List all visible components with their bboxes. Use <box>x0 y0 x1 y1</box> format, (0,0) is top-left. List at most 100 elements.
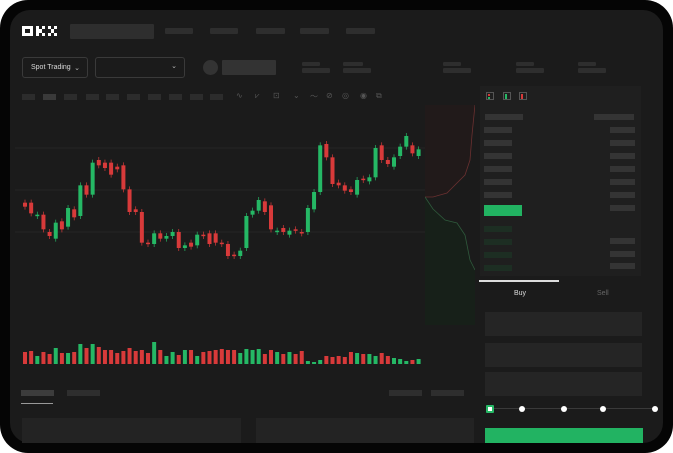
indicator-icon[interactable]: ⩗ <box>255 91 260 100</box>
slider-stop[interactable] <box>519 406 525 412</box>
chevron-down-icon: ⌄ <box>74 65 80 72</box>
timeframe-button[interactable] <box>22 94 35 100</box>
order-book-buy-icon[interactable] <box>503 92 511 100</box>
volume-bar <box>53 348 58 364</box>
pair-name <box>222 60 276 75</box>
bid-price <box>484 226 512 232</box>
volume-bar <box>109 350 114 364</box>
nav-item[interactable] <box>300 28 329 34</box>
candle <box>373 148 378 178</box>
candle <box>410 145 415 154</box>
tab-underline <box>21 403 53 404</box>
candle <box>115 166 120 170</box>
candle <box>250 210 255 215</box>
filter-button[interactable] <box>389 390 422 396</box>
total-input[interactable] <box>485 372 642 396</box>
order-book-sell-icon[interactable] <box>519 92 527 100</box>
ask-size <box>610 166 635 172</box>
settings-icon[interactable]: ◎ <box>342 91 349 100</box>
order-book-header <box>594 114 634 120</box>
pair-dropdown[interactable]: ⌄ <box>95 57 185 78</box>
candle <box>232 254 237 257</box>
slider-handle[interactable] <box>486 405 494 413</box>
timeframe-button[interactable] <box>43 94 56 100</box>
volume-bar <box>232 350 237 364</box>
candle <box>379 145 384 160</box>
chevron-down-icon: ⌄ <box>171 63 177 70</box>
bid-size <box>610 238 635 244</box>
bid-price <box>484 252 512 258</box>
volume-bar <box>404 361 409 364</box>
timeframe-button[interactable] <box>127 94 140 100</box>
candle <box>164 236 169 239</box>
ask-price <box>484 140 512 146</box>
ask-size <box>610 192 635 198</box>
chevron-down-icon[interactable]: ⌄ <box>293 91 300 100</box>
okx-logo[interactable] <box>22 25 62 37</box>
slider-stop[interactable] <box>600 406 606 412</box>
timeframe-button[interactable] <box>210 94 223 100</box>
amount-slider[interactable] <box>489 408 657 409</box>
volume-bar <box>336 356 341 364</box>
fullscreen-icon[interactable]: ⧉ <box>376 91 382 100</box>
pen-icon[interactable]: ⊘ <box>326 91 333 100</box>
candle <box>207 233 212 244</box>
tab-history[interactable] <box>67 390 100 396</box>
candle <box>262 201 267 212</box>
search-bar[interactable] <box>70 24 154 39</box>
volume-bar <box>318 360 323 364</box>
candle <box>299 232 304 234</box>
slider-stop[interactable] <box>561 406 567 412</box>
orders-panel <box>22 418 241 443</box>
timeframe-button[interactable] <box>64 94 77 100</box>
volume-bar <box>342 357 347 364</box>
candle <box>152 233 157 244</box>
candle <box>53 222 58 239</box>
settings-icon[interactable]: ◉ <box>360 91 367 100</box>
candle <box>189 242 194 247</box>
candle <box>355 180 360 195</box>
volume-bar <box>299 351 304 364</box>
candle <box>96 160 101 166</box>
candle <box>318 145 323 192</box>
buy-tab[interactable]: Buy <box>514 290 527 297</box>
line-tool-icon[interactable]: 〜 <box>310 92 318 101</box>
buy-submit-button[interactable] <box>485 428 643 443</box>
order-book-both-icon[interactable] <box>486 92 494 100</box>
price-input[interactable] <box>485 312 642 336</box>
filter-button[interactable] <box>431 390 464 396</box>
volume-bar <box>182 350 187 364</box>
ruler-icon[interactable]: ⊡ <box>273 91 280 100</box>
candle <box>41 214 46 230</box>
volume-bar <box>293 354 298 364</box>
sell-tab[interactable]: Sell <box>597 290 609 297</box>
slider-stop[interactable] <box>652 406 658 412</box>
nav-item[interactable] <box>165 28 193 34</box>
candle <box>127 189 132 212</box>
timeframe-button[interactable] <box>106 94 119 100</box>
volume-bar <box>262 354 267 364</box>
timeframe-button[interactable] <box>169 94 182 100</box>
nav-item[interactable] <box>210 28 238 34</box>
market-type-dropdown[interactable]: Spot Trading ⌄ <box>22 57 88 78</box>
tab-open-orders[interactable] <box>21 390 54 396</box>
timeframe-button[interactable] <box>148 94 161 100</box>
candlestick-chart[interactable] <box>15 110 425 370</box>
volume-bar <box>256 349 261 364</box>
timeframe-button[interactable] <box>86 94 99 100</box>
bid-price <box>484 265 512 271</box>
nav-item[interactable] <box>256 28 285 34</box>
volume-bar <box>152 342 157 364</box>
candle <box>392 157 396 167</box>
volume-bar <box>373 356 378 364</box>
candle <box>158 233 163 239</box>
volume-bar <box>115 353 120 364</box>
candle <box>176 232 181 248</box>
timeframe-button[interactable] <box>190 94 203 100</box>
indicator-icon[interactable]: ∿ <box>236 91 243 100</box>
ask-price <box>484 192 512 198</box>
volume-bar <box>66 353 71 364</box>
amount-input[interactable] <box>485 343 642 367</box>
nav-item[interactable] <box>346 28 375 34</box>
volume-bar <box>146 353 150 364</box>
